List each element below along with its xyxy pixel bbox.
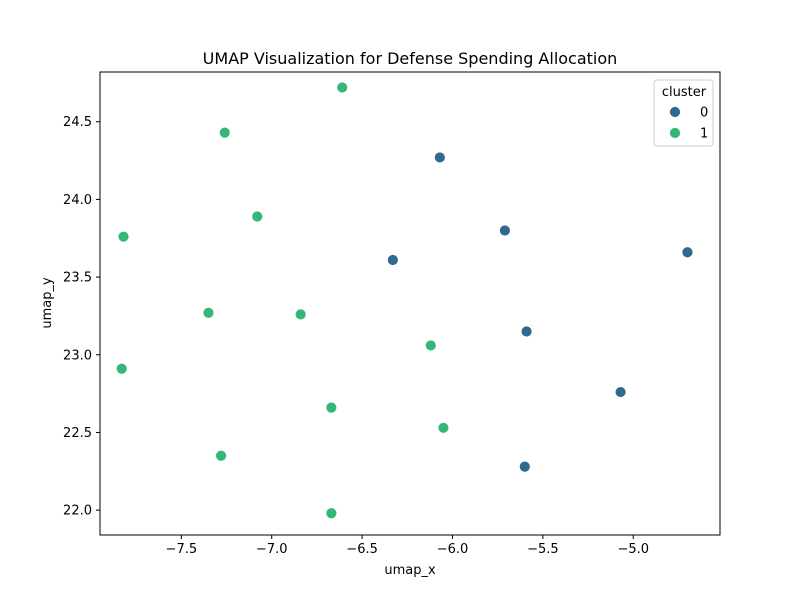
data-point-cluster-1 (294, 308, 307, 321)
data-point-cluster-0 (498, 224, 511, 237)
data-point-cluster-1 (117, 230, 130, 243)
data-point-cluster-1 (115, 362, 128, 375)
data-points (115, 81, 694, 520)
data-point-cluster-1 (215, 449, 228, 462)
y-tick-label: 24.0 (63, 193, 92, 208)
y-axis-label: umap_y (40, 277, 55, 329)
y-tick-label: 22.0 (63, 504, 92, 519)
plot-frame (99, 71, 721, 536)
y-tick-label: 24.5 (63, 115, 92, 130)
legend-label: 0 (700, 106, 708, 121)
data-point-cluster-1 (424, 339, 437, 352)
legend-box (653, 79, 714, 147)
data-point-cluster-0 (520, 325, 533, 338)
data-point-cluster-1 (437, 421, 450, 434)
y-tick-label: 23.5 (63, 271, 92, 286)
data-point-cluster-1 (202, 306, 215, 319)
data-point-cluster-0 (386, 254, 399, 266)
legend-label: 1 (700, 127, 708, 142)
x-tick-label: −7.5 (166, 542, 198, 557)
y-tick-label: 22.5 (63, 426, 92, 441)
legend-marker (669, 106, 681, 118)
data-point-cluster-0 (681, 246, 694, 259)
x-tick-label: −6.0 (437, 542, 469, 557)
data-point-cluster-1 (325, 507, 338, 520)
data-point-cluster-1 (218, 126, 231, 139)
x-tick-label: −7.0 (256, 542, 288, 557)
y-axis-ticks: 22.0 22.5 23.0 23.5 24.0 24.5 (63, 115, 100, 519)
chart-title: UMAP Visualization for Defense Spending … (203, 49, 618, 68)
x-tick-label: −5.5 (527, 542, 559, 557)
data-point-cluster-1 (251, 210, 264, 223)
data-point-cluster-1 (325, 401, 338, 414)
y-tick-label: 23.0 (63, 348, 92, 363)
data-point-cluster-0 (518, 460, 531, 473)
data-point-cluster-0 (433, 151, 446, 164)
x-axis-ticks: −7.5 −7.0 −6.5 −6.0 −5.5 −5.0 (166, 535, 649, 557)
data-point-cluster-0 (614, 386, 627, 398)
x-tick-label: −6.5 (346, 542, 378, 557)
x-tick-label: −5.0 (617, 542, 649, 557)
legend-title: cluster (662, 85, 707, 100)
x-axis-label: umap_x (384, 563, 436, 578)
legend: cluster 0 1 (653, 79, 714, 147)
legend-marker (669, 127, 681, 139)
data-point-cluster-1 (336, 81, 349, 94)
